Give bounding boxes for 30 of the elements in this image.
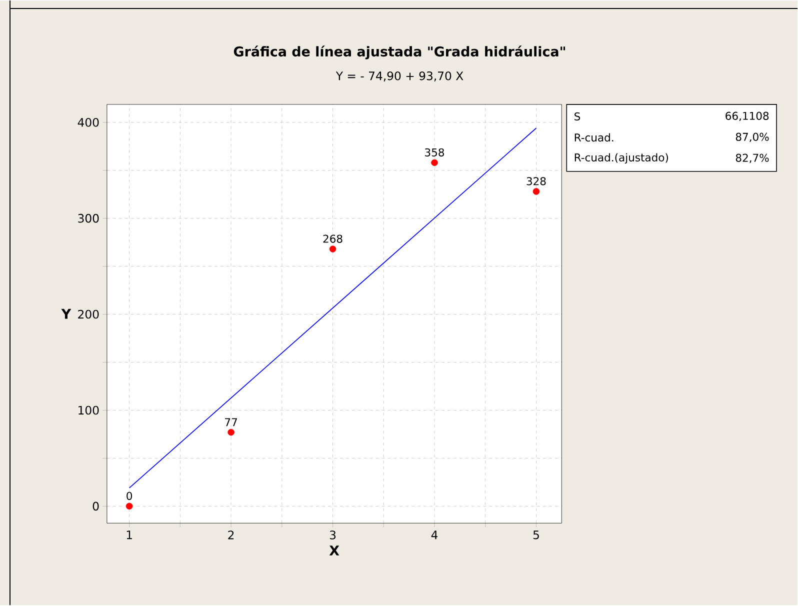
y-tick-label: 0 [92, 502, 99, 511]
x-axis-title: X [329, 546, 340, 556]
text: 87,0% [736, 132, 769, 142]
text: 66,1108 [726, 112, 769, 122]
x-tick-label: 5 [533, 530, 539, 540]
x-tick-label: 1 [126, 530, 132, 540]
y-axis-title: Y [61, 309, 72, 319]
x-tick-label: 4 [431, 530, 438, 540]
y-tick-label: 100 [78, 406, 99, 415]
point [228, 429, 234, 436]
text: 82,7% [736, 154, 769, 164]
data-label: 358 [425, 148, 444, 157]
text: R-cuad.(ajustado) [574, 153, 668, 164]
chart-subtitle: Y = - 74,90 + 93,70 X [336, 72, 464, 82]
x-tick-label: 3 [330, 530, 336, 540]
text: R-cuad. [574, 133, 614, 142]
y-tick-label: 400 [78, 118, 99, 127]
point [532, 188, 540, 196]
y-tick-label: 300 [78, 214, 99, 223]
point [431, 159, 438, 166]
y-tick-label: 200 [78, 310, 99, 319]
data-label: 0 [126, 492, 132, 500]
data-label: 328 [526, 177, 546, 186]
text: S [574, 112, 580, 121]
point [126, 502, 133, 510]
data-label: 268 [323, 234, 342, 244]
data-label: 77 [225, 418, 237, 426]
x-tick-label: 2 [228, 530, 234, 540]
chart-title: Gráfica de línea ajustada "Grada hidráulica" [234, 46, 566, 60]
point [329, 246, 336, 253]
